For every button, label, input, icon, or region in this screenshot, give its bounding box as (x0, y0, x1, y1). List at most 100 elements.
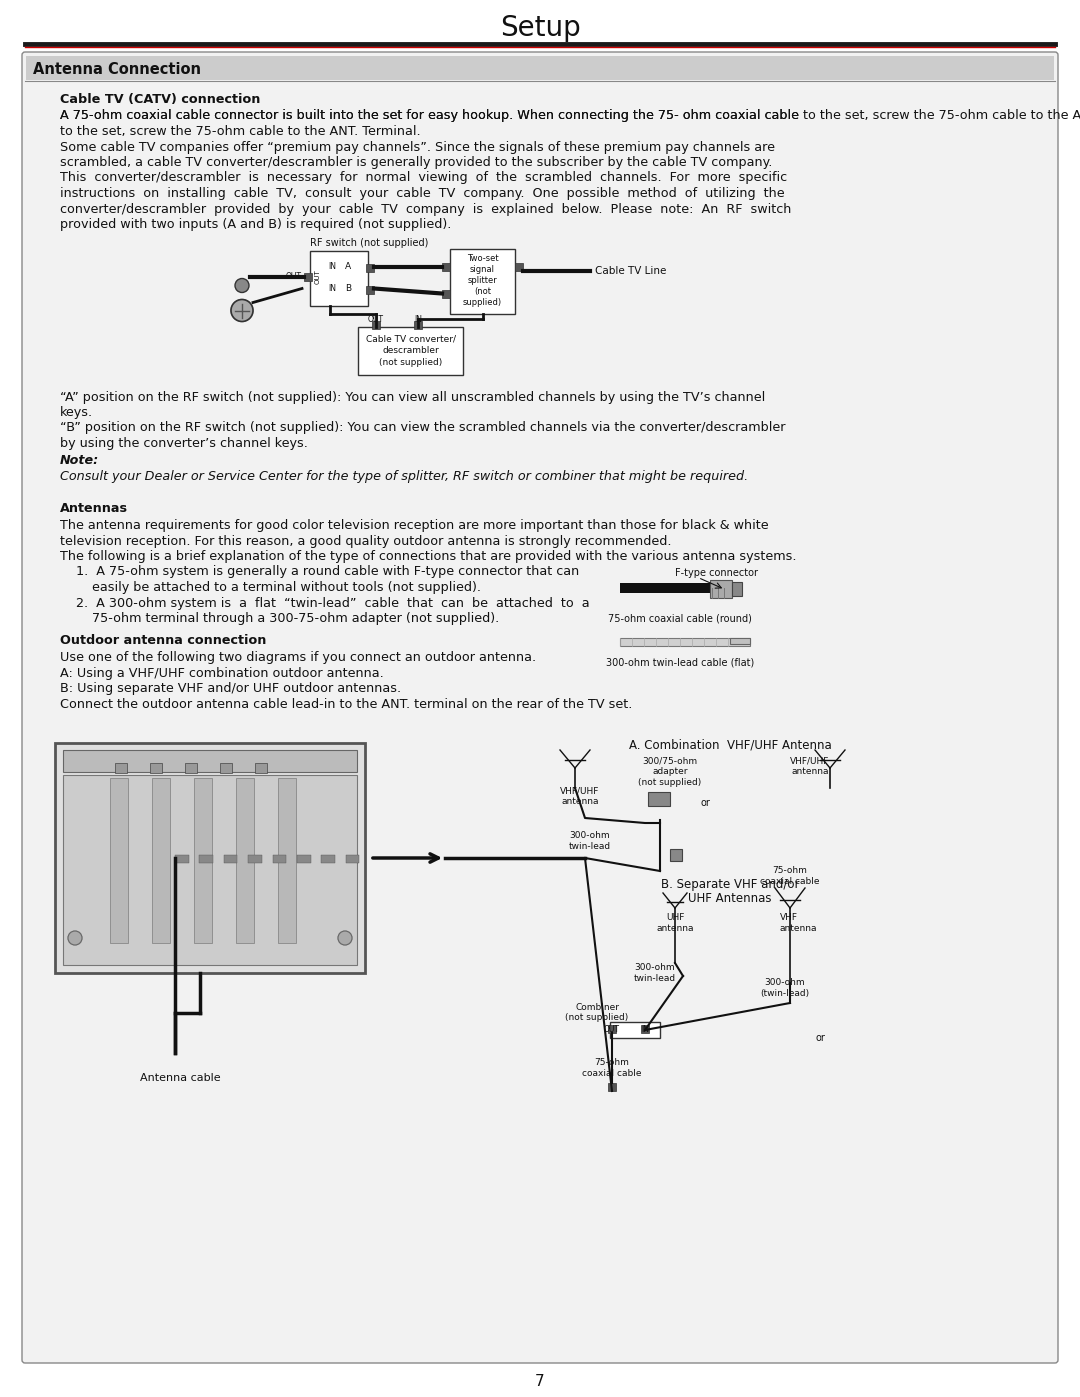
Bar (237, 778, 254, 943)
Text: Cable TV Line: Cable TV Line (595, 265, 666, 275)
Circle shape (338, 930, 352, 944)
Text: B. Separate VHF and/or: B. Separate VHF and/or (661, 877, 799, 891)
Bar (63, 775, 357, 965)
FancyBboxPatch shape (22, 52, 1058, 1363)
Bar (366, 264, 374, 271)
Bar (648, 792, 670, 806)
Bar (608, 1083, 616, 1091)
Text: “B” position on the RF switch (not supplied): You can view the scrambled channel: “B” position on the RF switch (not suppl… (60, 422, 785, 434)
Text: provided with two inputs (A and B) is required (not supplied).: provided with two inputs (A and B) is re… (60, 218, 451, 231)
Text: IN: IN (328, 263, 336, 271)
Text: scrambled, a cable TV converter/descrambler is generally provided to the subscri: scrambled, a cable TV converter/descramb… (60, 156, 772, 169)
Bar (310, 250, 368, 306)
Text: OUT: OUT (315, 270, 321, 284)
Bar (248, 855, 261, 863)
Text: 75-ohm terminal through a 300-75-ohm adapter (not supplied).: 75-ohm terminal through a 300-75-ohm ada… (60, 612, 499, 624)
Text: UHF Antennas: UHF Antennas (688, 893, 772, 905)
Text: or: or (815, 1032, 825, 1044)
Circle shape (68, 756, 82, 770)
Text: by using the converter’s channel keys.: by using the converter’s channel keys. (60, 437, 308, 450)
Circle shape (231, 299, 253, 321)
Text: 7: 7 (536, 1375, 544, 1390)
Bar (110, 778, 129, 943)
Text: splitter: splitter (468, 277, 498, 285)
Text: F-type connector: F-type connector (675, 567, 758, 577)
Bar (414, 320, 422, 328)
Bar (620, 637, 750, 645)
Bar (185, 763, 197, 773)
Text: Setup: Setup (500, 14, 580, 42)
Bar (175, 855, 189, 863)
Text: adapter: adapter (652, 767, 688, 775)
Text: Connect the outdoor antenna cable lead-in to the ANT. terminal on the rear of th: Connect the outdoor antenna cable lead-i… (60, 697, 633, 711)
Text: Cable TV converter/: Cable TV converter/ (365, 334, 456, 344)
Bar (366, 285, 374, 293)
Bar (272, 855, 286, 863)
Text: The following is a brief explanation of the type of connections that are provide: The following is a brief explanation of … (60, 550, 797, 563)
Text: (not supplied): (not supplied) (565, 1013, 629, 1023)
Bar (608, 1025, 616, 1032)
Text: twin-lead: twin-lead (634, 974, 676, 983)
Text: antenna: antenna (792, 767, 828, 775)
Text: (twin-lead): (twin-lead) (760, 989, 810, 997)
Bar (114, 763, 127, 773)
Text: 2.  A 300-ohm system is  a  flat  “twin-lead”  cable  that  can  be  attached  t: 2. A 300-ohm system is a flat “twin-lead… (60, 597, 590, 609)
Text: OUT: OUT (368, 314, 384, 324)
Text: Use one of the following two diagrams if you connect an outdoor antenna.: Use one of the following two diagrams if… (60, 651, 536, 664)
Bar (297, 855, 311, 863)
Bar (278, 778, 296, 943)
Bar (224, 855, 238, 863)
Bar (150, 763, 162, 773)
Text: to the set, screw the 75-ohm cable to the ANT. Terminal.: to the set, screw the 75-ohm cable to th… (60, 124, 420, 138)
Text: Some cable TV companies offer “premium pay channels”. Since the signals of these: Some cable TV companies offer “premium p… (60, 141, 775, 154)
Bar (515, 263, 523, 271)
Text: A: A (345, 263, 351, 271)
Bar (26, 56, 1054, 80)
Bar (450, 249, 515, 313)
Text: A: Using a VHF/UHF combination outdoor antenna.: A: Using a VHF/UHF combination outdoor a… (60, 666, 383, 679)
Text: 300/75-ohm: 300/75-ohm (643, 756, 698, 766)
Bar (200, 855, 213, 863)
Bar (620, 583, 710, 592)
Text: 300-ohm: 300-ohm (765, 978, 806, 988)
Text: Antenna cable: Antenna cable (139, 1073, 220, 1083)
Text: IN: IN (414, 314, 422, 324)
Bar (642, 1025, 649, 1032)
Bar (372, 320, 380, 328)
Bar (610, 1023, 660, 1038)
Bar (55, 743, 365, 972)
Circle shape (338, 756, 352, 770)
Text: Antenna Connection: Antenna Connection (33, 61, 201, 77)
Text: converter/descrambler  provided  by  your  cable  TV  company  is  explained  be: converter/descrambler provided by your c… (60, 203, 792, 215)
Text: 300-ohm: 300-ohm (635, 963, 675, 972)
Text: 300-ohm twin-lead cable (flat): 300-ohm twin-lead cable (flat) (606, 658, 754, 668)
Bar (710, 580, 732, 598)
Bar (194, 778, 212, 943)
Text: A 75-ohm coaxial cable connector is built into the set for easy hookup. When con: A 75-ohm coaxial cable connector is buil… (60, 109, 799, 123)
Text: coaxial cable: coaxial cable (582, 1069, 642, 1078)
Text: IN: IN (642, 1025, 649, 1034)
Text: This  converter/descrambler  is  necessary  for  normal  viewing  of  the  scram: This converter/descrambler is necessary … (60, 172, 787, 184)
Text: A. Combination  VHF/UHF Antenna: A. Combination VHF/UHF Antenna (629, 738, 832, 752)
Circle shape (235, 278, 249, 292)
Text: OUT: OUT (286, 272, 302, 281)
Text: instructions  on  installing  cable  TV,  consult  your  cable  TV  company.  On: instructions on installing cable TV, con… (60, 187, 785, 200)
Text: twin-lead: twin-lead (569, 842, 611, 851)
Text: UHF: UHF (665, 914, 685, 922)
Text: Antennas: Antennas (60, 502, 129, 514)
Bar (303, 272, 312, 281)
Text: A 75-ohm coaxial cable connector is built into the set for easy hookup. When con: A 75-ohm coaxial cable connector is buil… (60, 109, 1080, 123)
Text: coaxial cable: coaxial cable (760, 877, 820, 886)
Text: VHF/UHF: VHF/UHF (791, 756, 829, 766)
Text: easily be attached to a terminal without tools (not supplied).: easily be attached to a terminal without… (60, 581, 481, 594)
Text: signal: signal (470, 265, 495, 274)
Text: television reception. For this reason, a good quality outdoor antenna is strongl: television reception. For this reason, a… (60, 535, 672, 548)
Text: antenna: antenna (562, 798, 598, 806)
Text: Two-set: Two-set (467, 254, 498, 263)
Bar (442, 263, 450, 271)
Circle shape (68, 930, 82, 944)
Text: 300-ohm: 300-ohm (569, 831, 610, 840)
Text: (not: (not (474, 286, 491, 296)
Text: 75-ohm coaxial cable (round): 75-ohm coaxial cable (round) (608, 613, 752, 623)
Text: The antenna requirements for good color television reception are more important : The antenna requirements for good color … (60, 520, 769, 532)
